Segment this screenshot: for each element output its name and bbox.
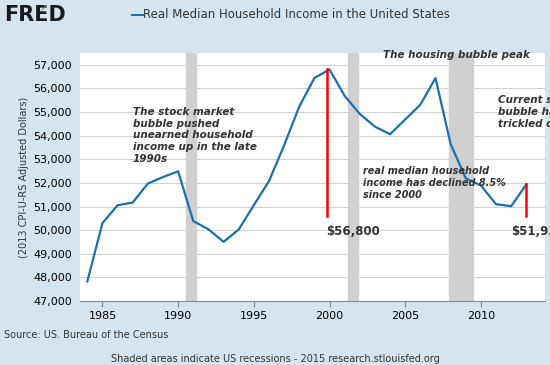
Text: Real Median Household Income in the United States: Real Median Household Income in the Unit…: [143, 8, 450, 21]
Text: Current stock
bubble hasn't
trickled down: Current stock bubble hasn't trickled dow…: [498, 96, 550, 129]
Text: FRED: FRED: [4, 5, 66, 26]
Text: real median household
income has declined 8.5%
since 2000: real median household income has decline…: [363, 166, 505, 200]
Bar: [186, 53, 196, 301]
Text: ↗: ↗: [40, 4, 48, 14]
Text: Shaded areas indicate US recessions - 2015 research.stlouisfed.org: Shaded areas indicate US recessions - 20…: [111, 354, 439, 364]
Text: Source: US. Bureau of the Census: Source: US. Bureau of the Census: [4, 330, 169, 340]
Text: —: —: [129, 7, 145, 22]
Bar: [348, 53, 358, 301]
Text: $51,939: $51,939: [511, 226, 550, 238]
Text: The housing bubble peak: The housing bubble peak: [382, 50, 530, 60]
Text: $56,800: $56,800: [327, 226, 380, 238]
Bar: [449, 53, 474, 301]
Y-axis label: (2013 CPI-U-RS Adjusted Dollars): (2013 CPI-U-RS Adjusted Dollars): [19, 96, 29, 258]
Text: The stock market
bubble pushed
unearned household
income up in the late
1990s: The stock market bubble pushed unearned …: [133, 107, 257, 164]
